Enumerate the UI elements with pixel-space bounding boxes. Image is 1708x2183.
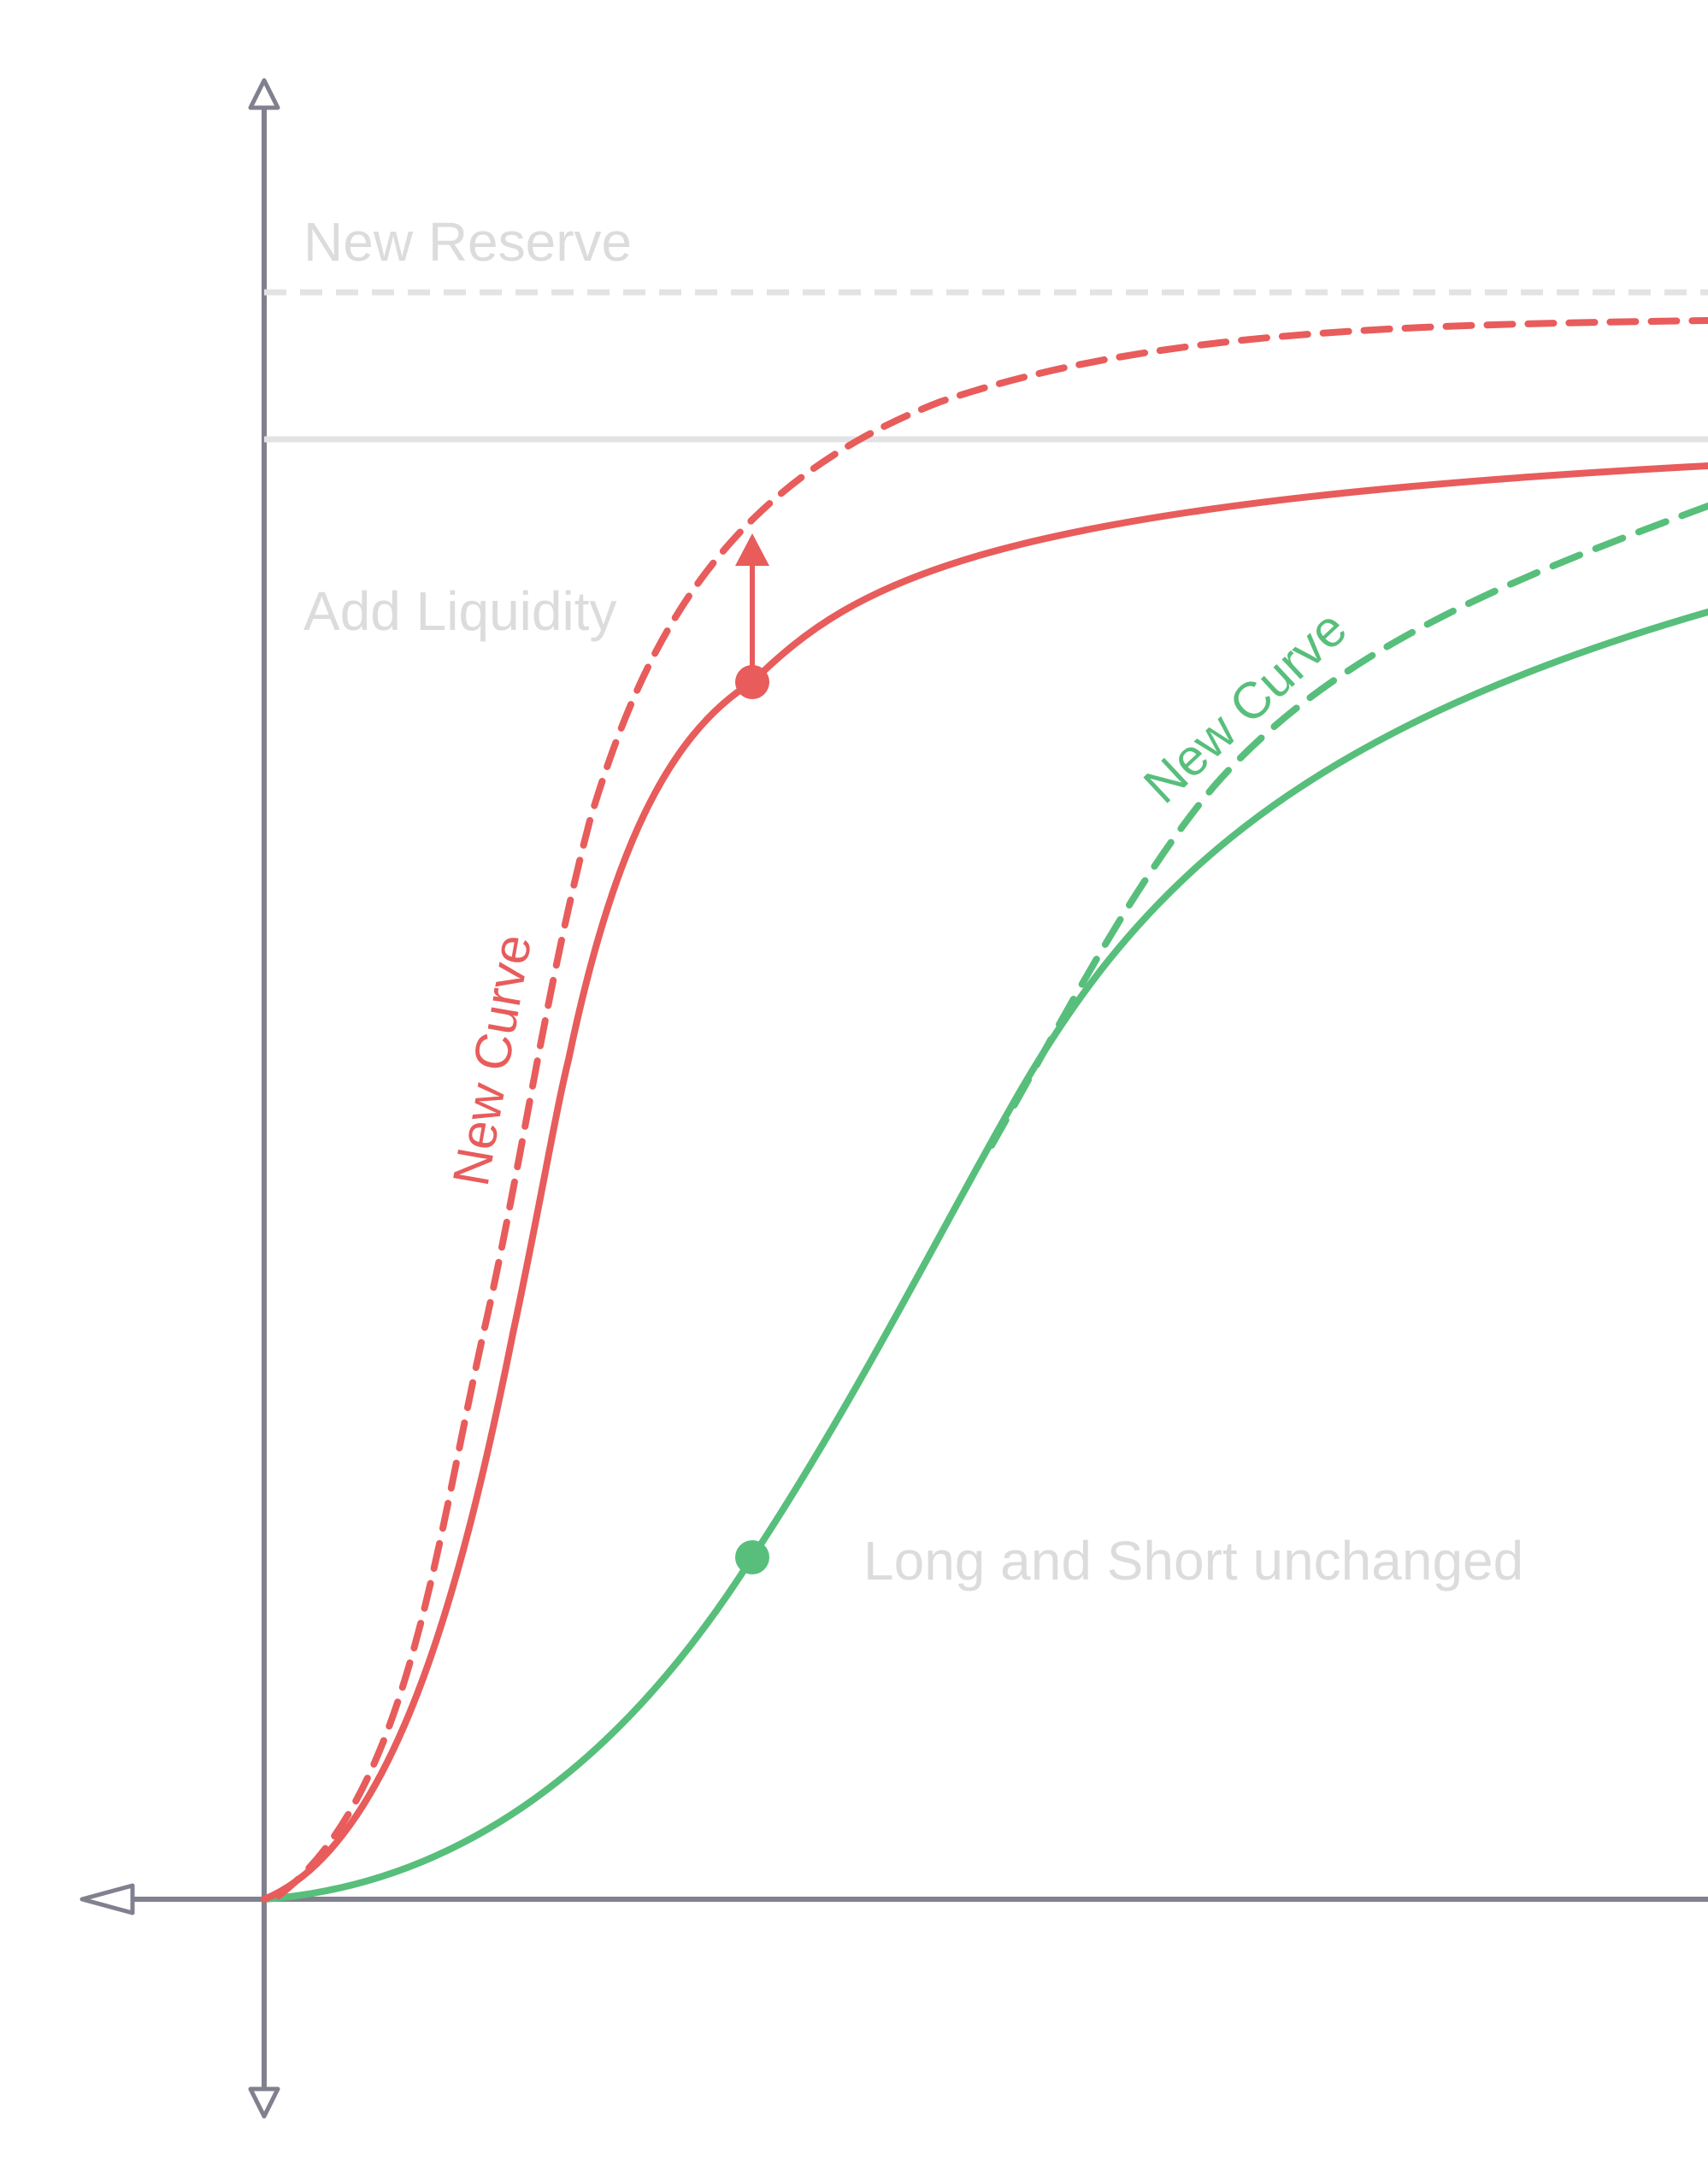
y-axis-top-arrow-icon xyxy=(248,78,280,110)
green-new-curve-label: New Curve xyxy=(1133,599,1358,814)
green-point xyxy=(735,1540,769,1574)
red-point xyxy=(735,665,769,699)
long-short-unchanged-label: Long and Short unchanged xyxy=(863,1530,1523,1592)
red-new-curve-dashed xyxy=(275,317,1708,1899)
green-new-curve-dashed xyxy=(988,503,1708,1149)
red-new-curve-label: New Curve xyxy=(442,930,543,1190)
y-axis-bottom-arrow-icon xyxy=(248,2086,280,2119)
add-liquidity-label: Add Liquidity xyxy=(303,580,616,642)
axes xyxy=(80,78,1708,2119)
arrow-up-icon xyxy=(735,533,769,566)
new-reserve-label: New Reserve xyxy=(303,211,632,273)
red-curve xyxy=(261,462,1708,1903)
green-curve xyxy=(261,609,1708,1903)
x-axis-left-arrow-icon xyxy=(80,1883,135,1915)
